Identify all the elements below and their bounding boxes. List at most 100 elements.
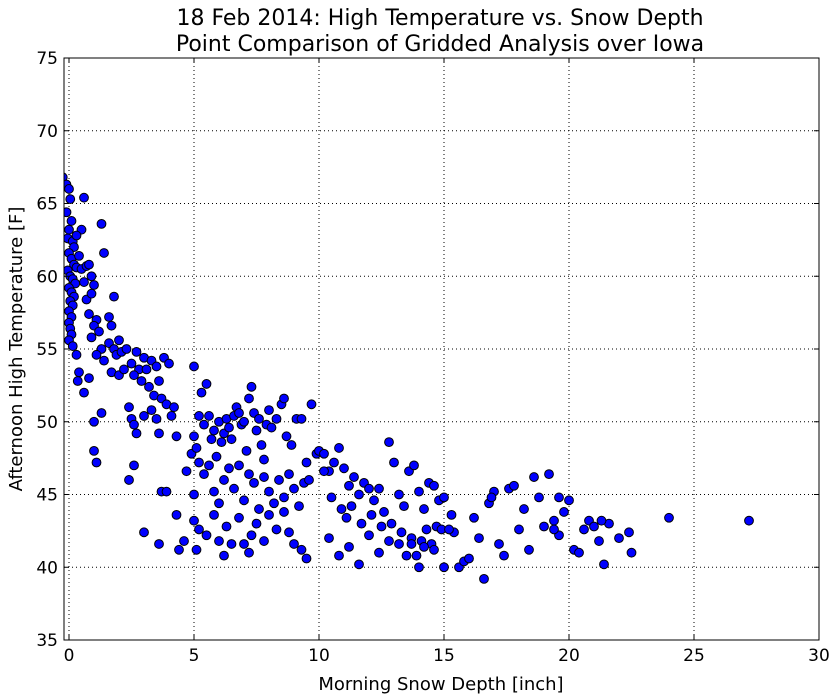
data-point xyxy=(104,312,114,322)
data-point xyxy=(64,172,68,183)
data-point xyxy=(211,451,222,462)
y-tick-label: 45 xyxy=(36,486,58,506)
data-point xyxy=(439,562,449,573)
data-point xyxy=(141,364,152,375)
data-point xyxy=(376,521,387,532)
data-point xyxy=(219,550,229,561)
data-point xyxy=(169,402,179,413)
data-point xyxy=(74,367,84,378)
data-point xyxy=(151,361,162,372)
data-point xyxy=(96,408,107,418)
data-point xyxy=(549,524,559,535)
data-point xyxy=(221,521,232,532)
data-point xyxy=(209,509,219,520)
data-point xyxy=(131,347,142,357)
data-point xyxy=(429,544,439,555)
data-point xyxy=(301,553,312,564)
data-point xyxy=(374,547,384,558)
data-point xyxy=(279,507,289,517)
data-point xyxy=(474,533,484,544)
data-point xyxy=(144,381,154,392)
data-point xyxy=(129,419,139,430)
data-point xyxy=(86,332,97,343)
x-axis-label: Morning Snow Depth [inch] xyxy=(318,674,563,695)
data-point xyxy=(136,376,147,386)
x-tick-label: 0 xyxy=(64,646,75,666)
data-point xyxy=(72,376,83,386)
data-point xyxy=(341,512,352,523)
data-point xyxy=(254,413,264,424)
data-point xyxy=(99,248,109,258)
data-point xyxy=(209,486,219,497)
data-point xyxy=(274,475,284,485)
data-point xyxy=(129,460,139,471)
x-tick-label: 30 xyxy=(808,646,830,666)
data-point xyxy=(181,466,192,477)
data-point xyxy=(289,539,299,549)
data-point xyxy=(324,533,334,544)
data-point xyxy=(199,469,209,480)
data-point xyxy=(194,411,204,421)
data-point xyxy=(216,437,227,448)
data-point xyxy=(89,280,99,290)
data-point xyxy=(266,422,277,433)
data-point xyxy=(339,463,349,474)
data-point xyxy=(419,541,429,552)
data-point xyxy=(664,512,674,523)
data-point xyxy=(596,515,607,526)
data-point xyxy=(326,492,337,503)
data-point xyxy=(409,460,419,471)
data-point xyxy=(251,425,262,436)
data-point xyxy=(279,393,289,404)
data-point xyxy=(65,194,76,205)
data-point xyxy=(414,486,424,497)
data-point xyxy=(319,466,329,477)
data-point xyxy=(524,544,534,555)
data-point xyxy=(91,349,102,360)
plot-area xyxy=(64,58,819,640)
data-point xyxy=(589,521,599,532)
data-point xyxy=(79,192,89,203)
data-point xyxy=(279,492,289,503)
data-point xyxy=(166,411,177,421)
data-point xyxy=(364,530,374,541)
data-point xyxy=(234,512,244,523)
data-point xyxy=(394,539,404,549)
data-point xyxy=(199,419,209,430)
x-tick-label: 20 xyxy=(558,646,580,666)
data-point xyxy=(389,457,399,468)
data-point xyxy=(189,515,199,526)
data-point xyxy=(549,515,559,526)
data-point xyxy=(306,399,317,410)
data-point xyxy=(86,288,97,299)
data-point xyxy=(479,573,489,584)
data-point xyxy=(234,408,244,418)
y-tick-label: 75 xyxy=(36,49,58,69)
y-tick-label: 55 xyxy=(36,340,58,360)
data-point xyxy=(114,335,124,346)
data-point xyxy=(126,358,137,369)
data-point xyxy=(241,445,252,456)
data-point xyxy=(67,341,78,351)
data-point xyxy=(304,475,314,485)
data-point xyxy=(614,533,624,544)
x-tick-label: 15 xyxy=(433,646,455,666)
data-point xyxy=(244,469,254,480)
data-point xyxy=(89,445,99,456)
data-point xyxy=(64,184,74,194)
data-point xyxy=(364,483,374,494)
data-point xyxy=(469,512,479,523)
data-point xyxy=(559,507,569,517)
data-point xyxy=(151,413,162,424)
data-point xyxy=(271,524,282,535)
data-point xyxy=(91,457,102,468)
data-point xyxy=(139,411,149,421)
data-point xyxy=(229,483,239,494)
data-point xyxy=(191,544,202,555)
data-point xyxy=(539,521,549,532)
data-point xyxy=(379,507,389,517)
data-point xyxy=(189,361,199,372)
data-point xyxy=(146,405,157,416)
data-point xyxy=(139,527,149,538)
